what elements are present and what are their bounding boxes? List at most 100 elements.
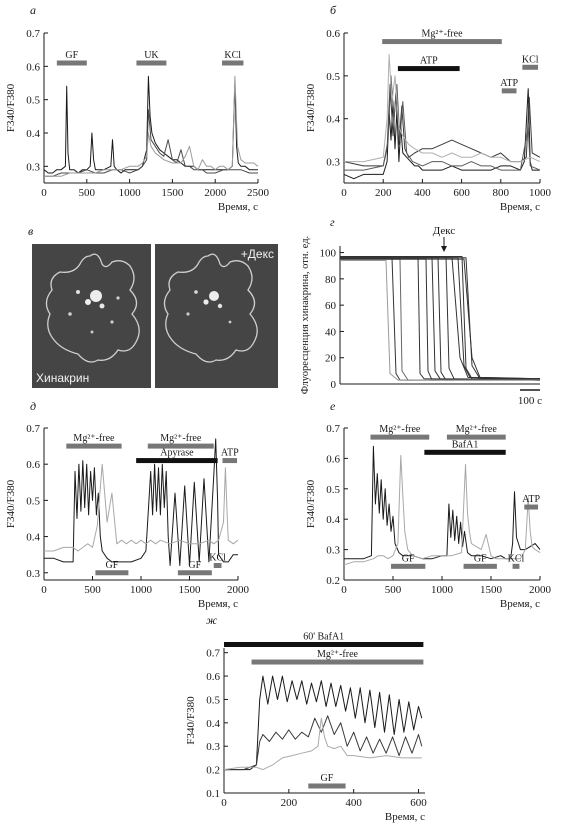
series-line	[343, 83, 541, 167]
stimulus-label: KCl	[224, 50, 241, 61]
stimulus-bar	[177, 570, 212, 576]
dex-label: +Декс	[240, 247, 274, 261]
x-tick-label: 0	[221, 797, 227, 809]
y-tick-label: 0.4	[26, 128, 40, 140]
stimulus-bar	[56, 60, 87, 66]
y-tick-label: 0.5	[326, 484, 340, 496]
stimulus-bar	[222, 60, 244, 66]
stimulus-label: Mg²⁺-free	[456, 424, 498, 435]
x-tick-label: 200	[281, 797, 298, 809]
series-line	[343, 454, 541, 566]
stimulus-bar	[251, 659, 424, 665]
series-line	[224, 715, 423, 771]
y-tick-label: 80	[325, 274, 337, 286]
y-tick-label: 0.2	[326, 575, 340, 587]
stimulus-label: GF	[402, 553, 415, 564]
stimulus-bar	[136, 458, 218, 464]
stimulus-bar	[224, 641, 424, 647]
x-tick-label: 1000	[529, 187, 552, 199]
stimulus-label: BafA1	[452, 439, 479, 450]
chart-b: б 0.3 0.4 0.5 0.6 0 200 400 600 800 1000 Время, с F3…	[305, 3, 552, 213]
panel-letter: г	[330, 215, 335, 229]
panel-letter: а	[30, 3, 36, 17]
x-tick-label: 500	[79, 187, 96, 199]
x-axis-label: Время, с	[218, 201, 258, 213]
y-tick-label: 0.6	[206, 671, 220, 683]
y-tick-label: 0.2	[206, 765, 220, 777]
y-tick-label: 20	[325, 353, 337, 365]
series-line	[343, 88, 540, 180]
stimulus-label: UK	[144, 50, 159, 61]
y-tick-label: 0.3	[206, 741, 220, 753]
y-axis-label: F340/F380	[185, 696, 197, 745]
stimulus-label: ATP	[221, 448, 239, 459]
scale-bar-label: 100 с	[518, 395, 542, 407]
x-tick-label: 2000	[529, 584, 552, 596]
stimulus-label: GF	[474, 553, 487, 564]
panel-letter-v: в	[28, 224, 34, 238]
stimulus-bar	[424, 449, 506, 455]
annotation-arrowhead	[441, 246, 447, 252]
y-axis-label: F340/F380	[5, 83, 17, 132]
x-tick-label: 2000	[227, 584, 250, 596]
y-tick-label: 0.4	[326, 514, 340, 526]
y-tick-label: 0.3	[26, 161, 40, 173]
series-line	[340, 257, 541, 381]
x-tick-label: 800	[493, 187, 510, 199]
x-tick-label: 500	[84, 584, 101, 596]
series-line	[44, 109, 258, 177]
annotation-label: Декс	[433, 225, 456, 237]
x-tick-label: 1500	[161, 187, 184, 199]
stimulus-bar	[512, 563, 520, 569]
series-line	[44, 75, 259, 177]
cell-outline-left	[45, 253, 258, 363]
series-line	[344, 75, 541, 171]
stimulus-label: Mg²⁺-free	[317, 649, 359, 660]
stimulus-label: GF	[65, 50, 78, 61]
stimulus-bar	[391, 563, 426, 569]
y-axis-label: Флуоресценция хинакрина, отн. ед.	[300, 236, 311, 394]
stimulus-bar	[95, 570, 129, 576]
x-tick-label: 400	[345, 797, 362, 809]
panel-letter: е	[330, 399, 336, 413]
y-tick-label: 0.3	[326, 545, 340, 557]
series-line	[344, 445, 541, 560]
stimulus-bar	[66, 443, 122, 449]
y-tick-label: 0.3	[326, 157, 340, 169]
stimulus-label: KCl	[522, 54, 539, 65]
stimulus-label: Mg²⁺-free	[421, 29, 463, 40]
y-tick-label: 0.5	[26, 495, 40, 507]
y-tick-label: 0.6	[26, 61, 40, 73]
stimulus-label: GF	[321, 773, 334, 784]
x-tick-label: 0	[341, 187, 347, 199]
stimulus-bar	[524, 504, 539, 510]
y-tick-label: 0.7	[206, 648, 220, 660]
panel-letter: ж	[206, 613, 217, 627]
y-tick-label: 0.6	[326, 453, 340, 465]
x-tick-label: 0	[41, 584, 47, 596]
stimulus-label: 60' BafA1	[303, 631, 344, 642]
chart-d: д 0.3 0.4 0.5 0.6 0.7 0 500 1000 1500 2000 Время, с…	[5, 399, 250, 610]
x-tick-label: 1500	[480, 584, 503, 596]
series-line	[340, 260, 540, 381]
stimulus-label: GF	[188, 560, 201, 571]
x-tick-label: 1000	[130, 584, 153, 596]
y-tick-label: 0.3	[26, 568, 40, 580]
stimulus-label: KCl	[209, 553, 226, 564]
x-tick-label: 1000	[119, 187, 142, 199]
x-tick-label: 500	[385, 584, 402, 596]
stimulus-label: ATP	[420, 56, 438, 67]
y-tick-label: 0.7	[26, 28, 40, 40]
x-tick-label: 1000	[431, 584, 454, 596]
stimulus-bar	[222, 458, 238, 464]
x-tick-label: 1500	[179, 584, 202, 596]
stimulus-label: Mg²⁺-free	[73, 433, 115, 444]
panel-letter: д	[30, 399, 36, 413]
micrograph-divider	[151, 244, 155, 388]
x-tick-label: 600	[453, 187, 470, 199]
y-tick-label: 0.1	[206, 788, 220, 800]
stimulus-label: KCl	[508, 553, 525, 564]
stimulus-label: ATP	[522, 494, 540, 505]
stimulus-label: ATP	[500, 78, 518, 89]
